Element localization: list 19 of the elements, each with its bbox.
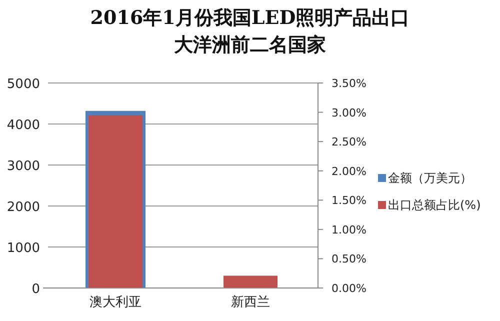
y-tick-label: 0 <box>32 282 40 297</box>
y2-tick-label: 0.00% <box>332 282 366 295</box>
y-tick-label: 4000 <box>6 118 40 133</box>
y2-tick-label: 2.00% <box>332 164 366 178</box>
y-tick-label: 2000 <box>6 200 40 215</box>
y2-tick-label: 3.00% <box>332 106 366 120</box>
y2-tick-label: 1.00% <box>332 223 366 236</box>
y2-tick-label: 2.50% <box>332 136 366 149</box>
legend-label: 出口总额占比(%) <box>388 198 481 212</box>
chart-title: 2016年1月份我国LED照明产品出口大洋洲前二名国家 <box>90 7 410 56</box>
y2-tick-label: 1.50% <box>332 194 366 208</box>
x-tick-label: 新西兰 <box>231 295 270 310</box>
y2-tick-label: 3.50% <box>332 77 366 90</box>
legend-label: 金额（万美元） <box>388 171 472 185</box>
y-tick-label: 5000 <box>6 77 40 92</box>
y-tick-label: 3000 <box>6 159 40 174</box>
y-tick-label: 1000 <box>6 241 40 256</box>
y2-tick-label: 0.50% <box>332 252 366 266</box>
x-tick-label: 澳大利亚 <box>90 295 142 310</box>
